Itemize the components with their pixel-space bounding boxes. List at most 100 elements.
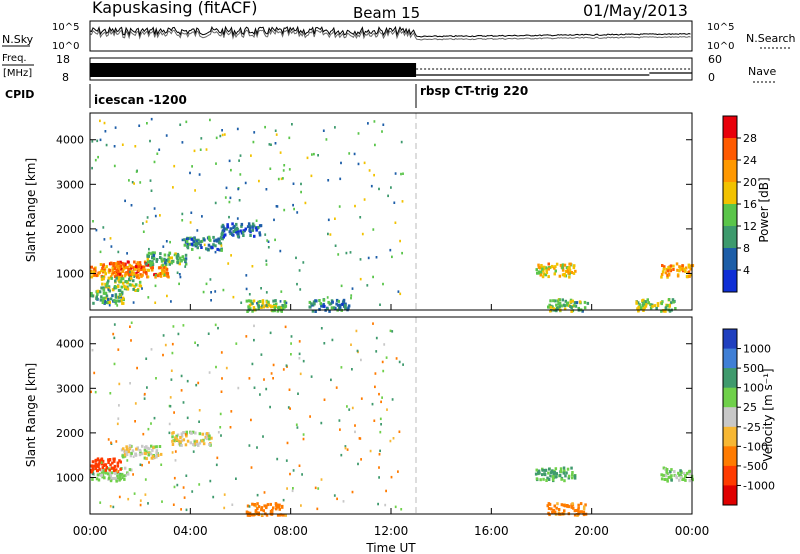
heatmap-cell — [177, 332, 180, 336]
heatmap-cell — [103, 296, 106, 300]
heatmap-cell — [130, 468, 133, 472]
heatmap-cell — [230, 168, 232, 172]
heatmap-cell — [146, 254, 149, 258]
heatmap-cell — [145, 357, 148, 360]
heatmap-cell — [373, 419, 376, 422]
heatmap-cell — [123, 453, 127, 457]
heatmap-cell — [536, 271, 539, 275]
heatmap-cell — [535, 468, 538, 472]
heatmap-cell — [342, 299, 345, 303]
heatmap-cell — [336, 303, 340, 307]
colorbar-segment — [723, 160, 737, 183]
date-title: 01/May/2013 — [583, 1, 688, 20]
heatmap-cell — [400, 140, 403, 144]
heatmap-cell — [107, 476, 111, 480]
heatmap-cell — [93, 464, 96, 468]
heatmap-cell — [189, 221, 192, 224]
colorbar-segment — [723, 387, 737, 408]
heatmap-cell — [183, 238, 186, 242]
heatmap-cell — [318, 307, 321, 311]
heatmap-cell — [207, 243, 211, 247]
heatmap-cell — [688, 472, 691, 476]
heatmap-cell — [586, 301, 590, 305]
heatmap-cell — [563, 479, 566, 483]
heatmap-cell — [274, 238, 276, 242]
heatmap-cell — [228, 215, 230, 219]
heatmap-cell — [149, 179, 152, 182]
colorbar-tick-label: 12 — [743, 220, 757, 233]
heatmap-cell — [147, 268, 151, 272]
heatmap-cell — [130, 264, 133, 268]
heatmap-cell — [249, 299, 252, 303]
heatmap-cell — [98, 460, 101, 464]
heatmap-cell — [136, 262, 140, 266]
heatmap-cell — [664, 271, 668, 275]
heatmap-cell — [248, 303, 252, 307]
heatmap-cell — [679, 469, 682, 473]
heatmap-cell — [245, 274, 248, 277]
heatmap-cell — [656, 304, 660, 308]
heatmap-cell — [178, 262, 181, 266]
heatmap-cell — [99, 298, 103, 302]
heatmap-cell — [544, 273, 547, 277]
heatmap-cell — [125, 447, 129, 451]
heatmap-cell — [378, 453, 381, 456]
heatmap-cell — [200, 239, 204, 243]
y-tick-label: 4000 — [56, 338, 84, 351]
heatmap-cell — [661, 264, 664, 267]
heatmap-cell — [116, 304, 119, 307]
nsearch-label: N.Search — [746, 32, 796, 45]
heatmap-cell — [128, 273, 131, 277]
heatmap-cell — [217, 241, 221, 245]
heatmap-cell — [201, 432, 204, 436]
heatmap-cell — [262, 509, 265, 513]
heatmap-cell — [118, 495, 121, 499]
heatmap-cell — [672, 264, 675, 268]
heatmap-cell — [281, 505, 284, 509]
heatmap-cell — [562, 471, 566, 475]
heatmap-cell — [550, 507, 553, 511]
heatmap-cell — [340, 453, 343, 457]
heatmap-cell — [308, 305, 311, 309]
heatmap-cell — [277, 177, 280, 181]
heatmap-cell — [279, 300, 282, 303]
heatmap-cell — [573, 304, 576, 308]
heatmap-cell — [329, 233, 332, 236]
heatmap-cell — [563, 307, 567, 311]
y-tick-label: 4000 — [56, 134, 84, 147]
heatmap-cell — [577, 306, 580, 310]
colorbar-segment — [723, 446, 737, 467]
heatmap-cell — [340, 366, 343, 369]
heatmap-cell — [347, 304, 351, 308]
heatmap-cell — [275, 133, 278, 136]
heatmap-cell — [197, 381, 200, 385]
heatmap-cell — [245, 335, 248, 338]
heatmap-cell — [138, 280, 142, 284]
heatmap-cell — [684, 269, 687, 273]
heatmap-cell — [110, 471, 114, 475]
heatmap-cell — [150, 456, 154, 460]
heatmap-cell — [113, 275, 117, 279]
heatmap-cell — [120, 299, 123, 302]
heatmap-cell — [113, 299, 116, 302]
heatmap-cell — [311, 153, 313, 156]
heatmap-cell — [683, 472, 686, 475]
heatmap-cell — [148, 247, 150, 251]
heatmap-cell — [103, 121, 106, 125]
heatmap-cell — [676, 274, 680, 278]
heatmap-cell — [163, 257, 166, 261]
heatmap-cell — [161, 500, 163, 503]
heatmap-cell — [199, 243, 202, 247]
heatmap-cell — [655, 306, 658, 310]
heatmap-cell — [685, 266, 688, 270]
heatmap-cell — [353, 152, 356, 156]
heatmap-cell — [156, 454, 160, 457]
heatmap-cell — [688, 265, 691, 269]
power-heatmap — [90, 117, 695, 313]
heatmap-cell — [125, 280, 128, 283]
heatmap-cell — [360, 397, 363, 400]
heatmap-cell — [126, 287, 130, 291]
heatmap-cell — [147, 275, 150, 279]
heatmap-cell — [669, 266, 672, 270]
heatmap-cell — [683, 267, 686, 271]
